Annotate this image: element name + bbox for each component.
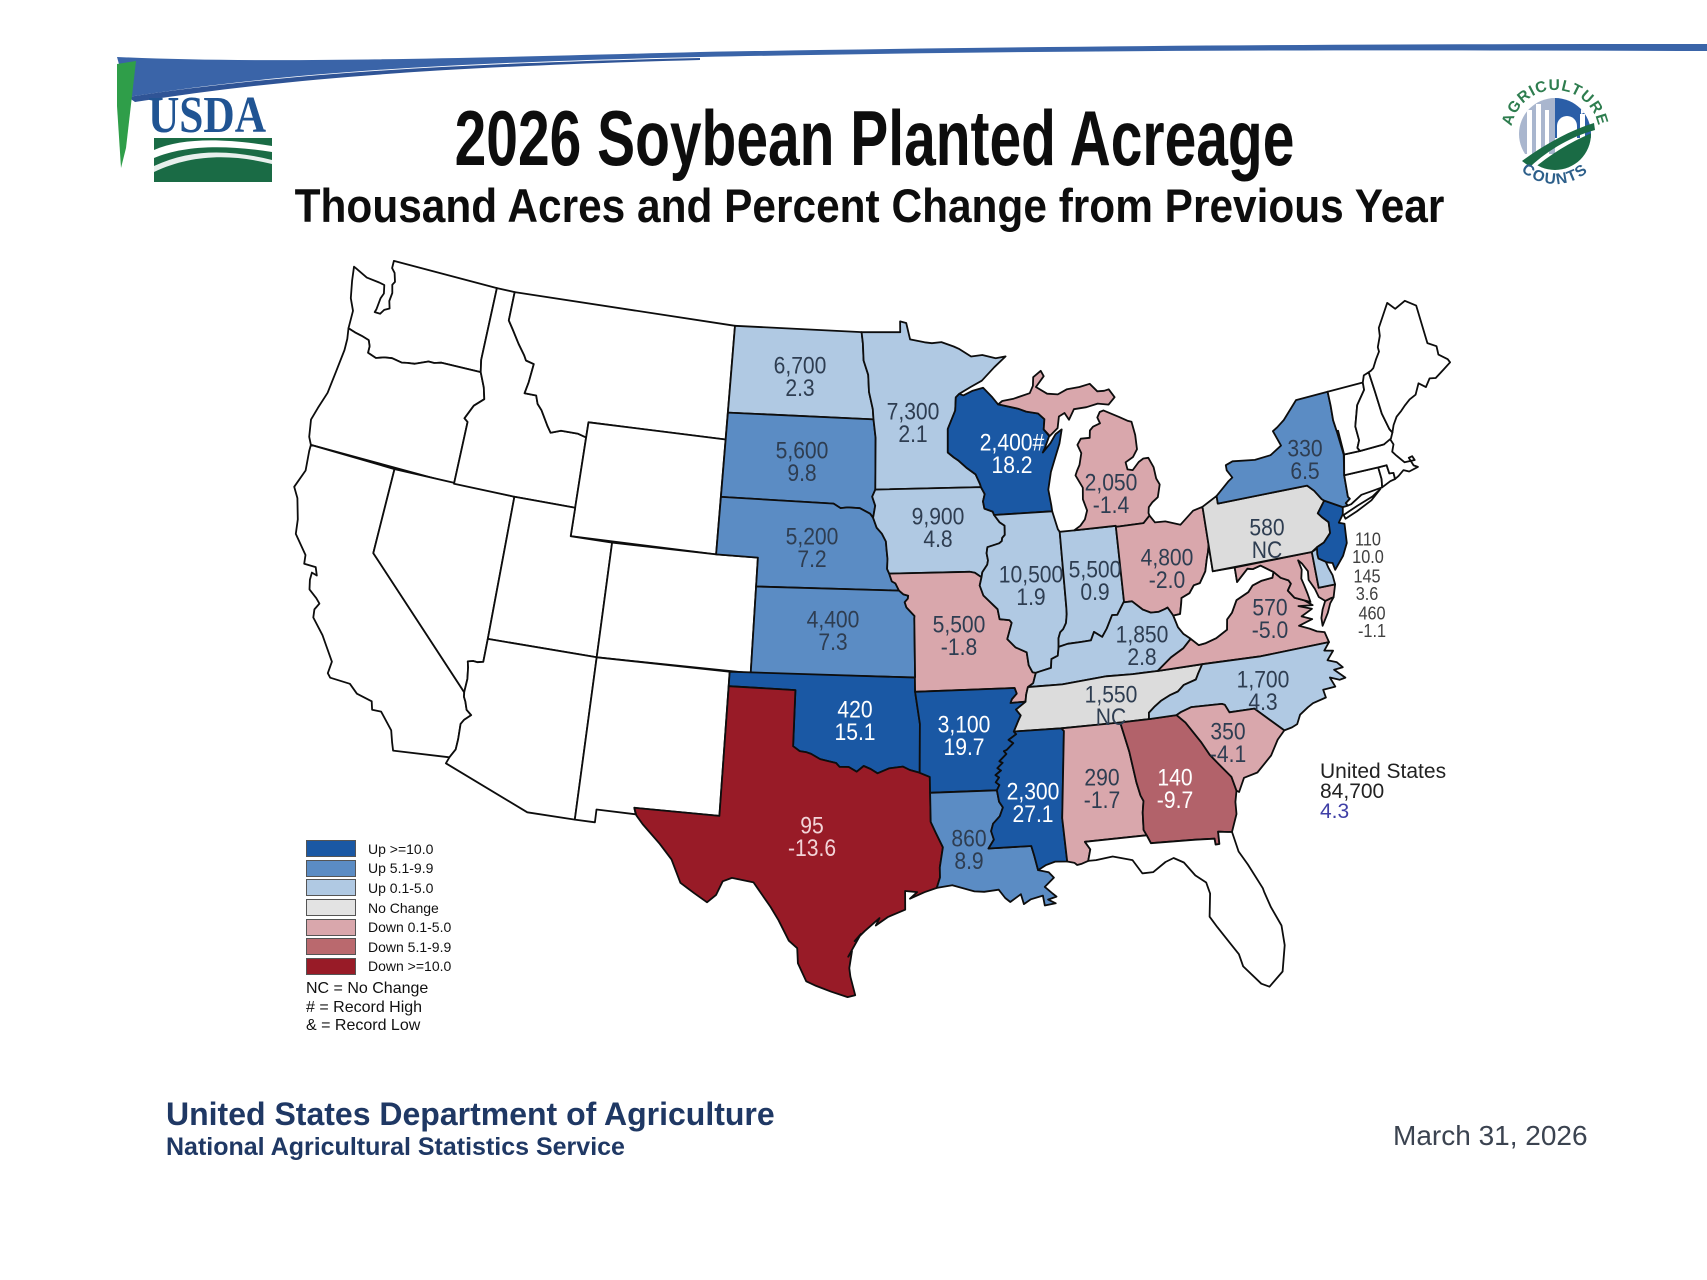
svg-text:19.7: 19.7 bbox=[943, 734, 984, 761]
svg-text:860: 860 bbox=[951, 825, 986, 852]
svg-text:2.3: 2.3 bbox=[785, 375, 814, 402]
svg-text:1,550: 1,550 bbox=[1085, 681, 1138, 708]
svg-text:4,400: 4,400 bbox=[807, 606, 860, 633]
svg-text:-1.4: -1.4 bbox=[1093, 492, 1129, 519]
svg-text:5,500: 5,500 bbox=[1069, 556, 1122, 583]
svg-text:570: 570 bbox=[1252, 594, 1287, 621]
svg-text:18.2: 18.2 bbox=[991, 452, 1032, 479]
svg-text:-4.1: -4.1 bbox=[1210, 741, 1246, 768]
svg-text:1,850: 1,850 bbox=[1116, 621, 1169, 648]
svg-text:4.8: 4.8 bbox=[923, 526, 952, 553]
svg-text:460: 460 bbox=[1358, 603, 1385, 624]
svg-text:10.0: 10.0 bbox=[1352, 546, 1384, 567]
svg-text:2.1: 2.1 bbox=[898, 421, 927, 448]
svg-text:5,500: 5,500 bbox=[933, 611, 986, 638]
svg-text:1.9: 1.9 bbox=[1016, 584, 1045, 611]
svg-text:-1.7: -1.7 bbox=[1084, 787, 1120, 814]
svg-text:5,600: 5,600 bbox=[776, 437, 829, 464]
svg-text:3.6: 3.6 bbox=[1356, 583, 1379, 604]
svg-text:145: 145 bbox=[1353, 566, 1380, 587]
svg-text:3,100: 3,100 bbox=[938, 711, 991, 738]
svg-text:5,200: 5,200 bbox=[786, 523, 839, 550]
svg-text:290: 290 bbox=[1084, 764, 1119, 791]
svg-text:USDA: USDA bbox=[148, 88, 266, 144]
svg-text:NC: NC bbox=[1252, 537, 1282, 564]
svg-text:9.8: 9.8 bbox=[787, 460, 816, 487]
svg-text:110: 110 bbox=[1355, 529, 1381, 550]
svg-text:1,700: 1,700 bbox=[1237, 666, 1290, 693]
svg-text:15.1: 15.1 bbox=[834, 719, 875, 746]
svg-text:-5.0: -5.0 bbox=[1252, 617, 1288, 644]
svg-text:-1.8: -1.8 bbox=[941, 634, 977, 661]
svg-text:4,800: 4,800 bbox=[1141, 544, 1194, 571]
svg-text:2,300: 2,300 bbox=[1007, 778, 1060, 805]
svg-text:0.9: 0.9 bbox=[1080, 579, 1109, 606]
svg-text:4.3: 4.3 bbox=[1248, 689, 1277, 716]
svg-text:7.2: 7.2 bbox=[797, 546, 826, 573]
svg-text:-9.7: -9.7 bbox=[1157, 787, 1193, 814]
svg-text:-13.6: -13.6 bbox=[788, 835, 836, 862]
svg-text:-2.0: -2.0 bbox=[1149, 567, 1185, 594]
svg-text:140: 140 bbox=[1157, 764, 1192, 791]
svg-text:6.5: 6.5 bbox=[1290, 458, 1319, 485]
svg-text:9,900: 9,900 bbox=[912, 503, 965, 530]
svg-text:420: 420 bbox=[837, 696, 872, 723]
svg-text:10,500: 10,500 bbox=[999, 561, 1064, 588]
svg-text:95: 95 bbox=[800, 812, 823, 839]
svg-text:6,700: 6,700 bbox=[774, 352, 827, 379]
svg-text:330: 330 bbox=[1287, 435, 1322, 462]
svg-text:2.8: 2.8 bbox=[1127, 644, 1156, 671]
svg-text:NC: NC bbox=[1096, 704, 1126, 731]
svg-text:7.3: 7.3 bbox=[818, 629, 847, 656]
svg-text:-1.1: -1.1 bbox=[1358, 620, 1386, 641]
svg-text:350: 350 bbox=[1210, 718, 1245, 745]
svg-text:8.9: 8.9 bbox=[954, 848, 983, 875]
svg-text:2,050: 2,050 bbox=[1085, 469, 1138, 496]
svg-text:580: 580 bbox=[1249, 514, 1284, 541]
svg-text:7,300: 7,300 bbox=[887, 398, 940, 425]
svg-text:2,400#: 2,400# bbox=[980, 429, 1045, 456]
svg-text:27.1: 27.1 bbox=[1012, 801, 1053, 828]
